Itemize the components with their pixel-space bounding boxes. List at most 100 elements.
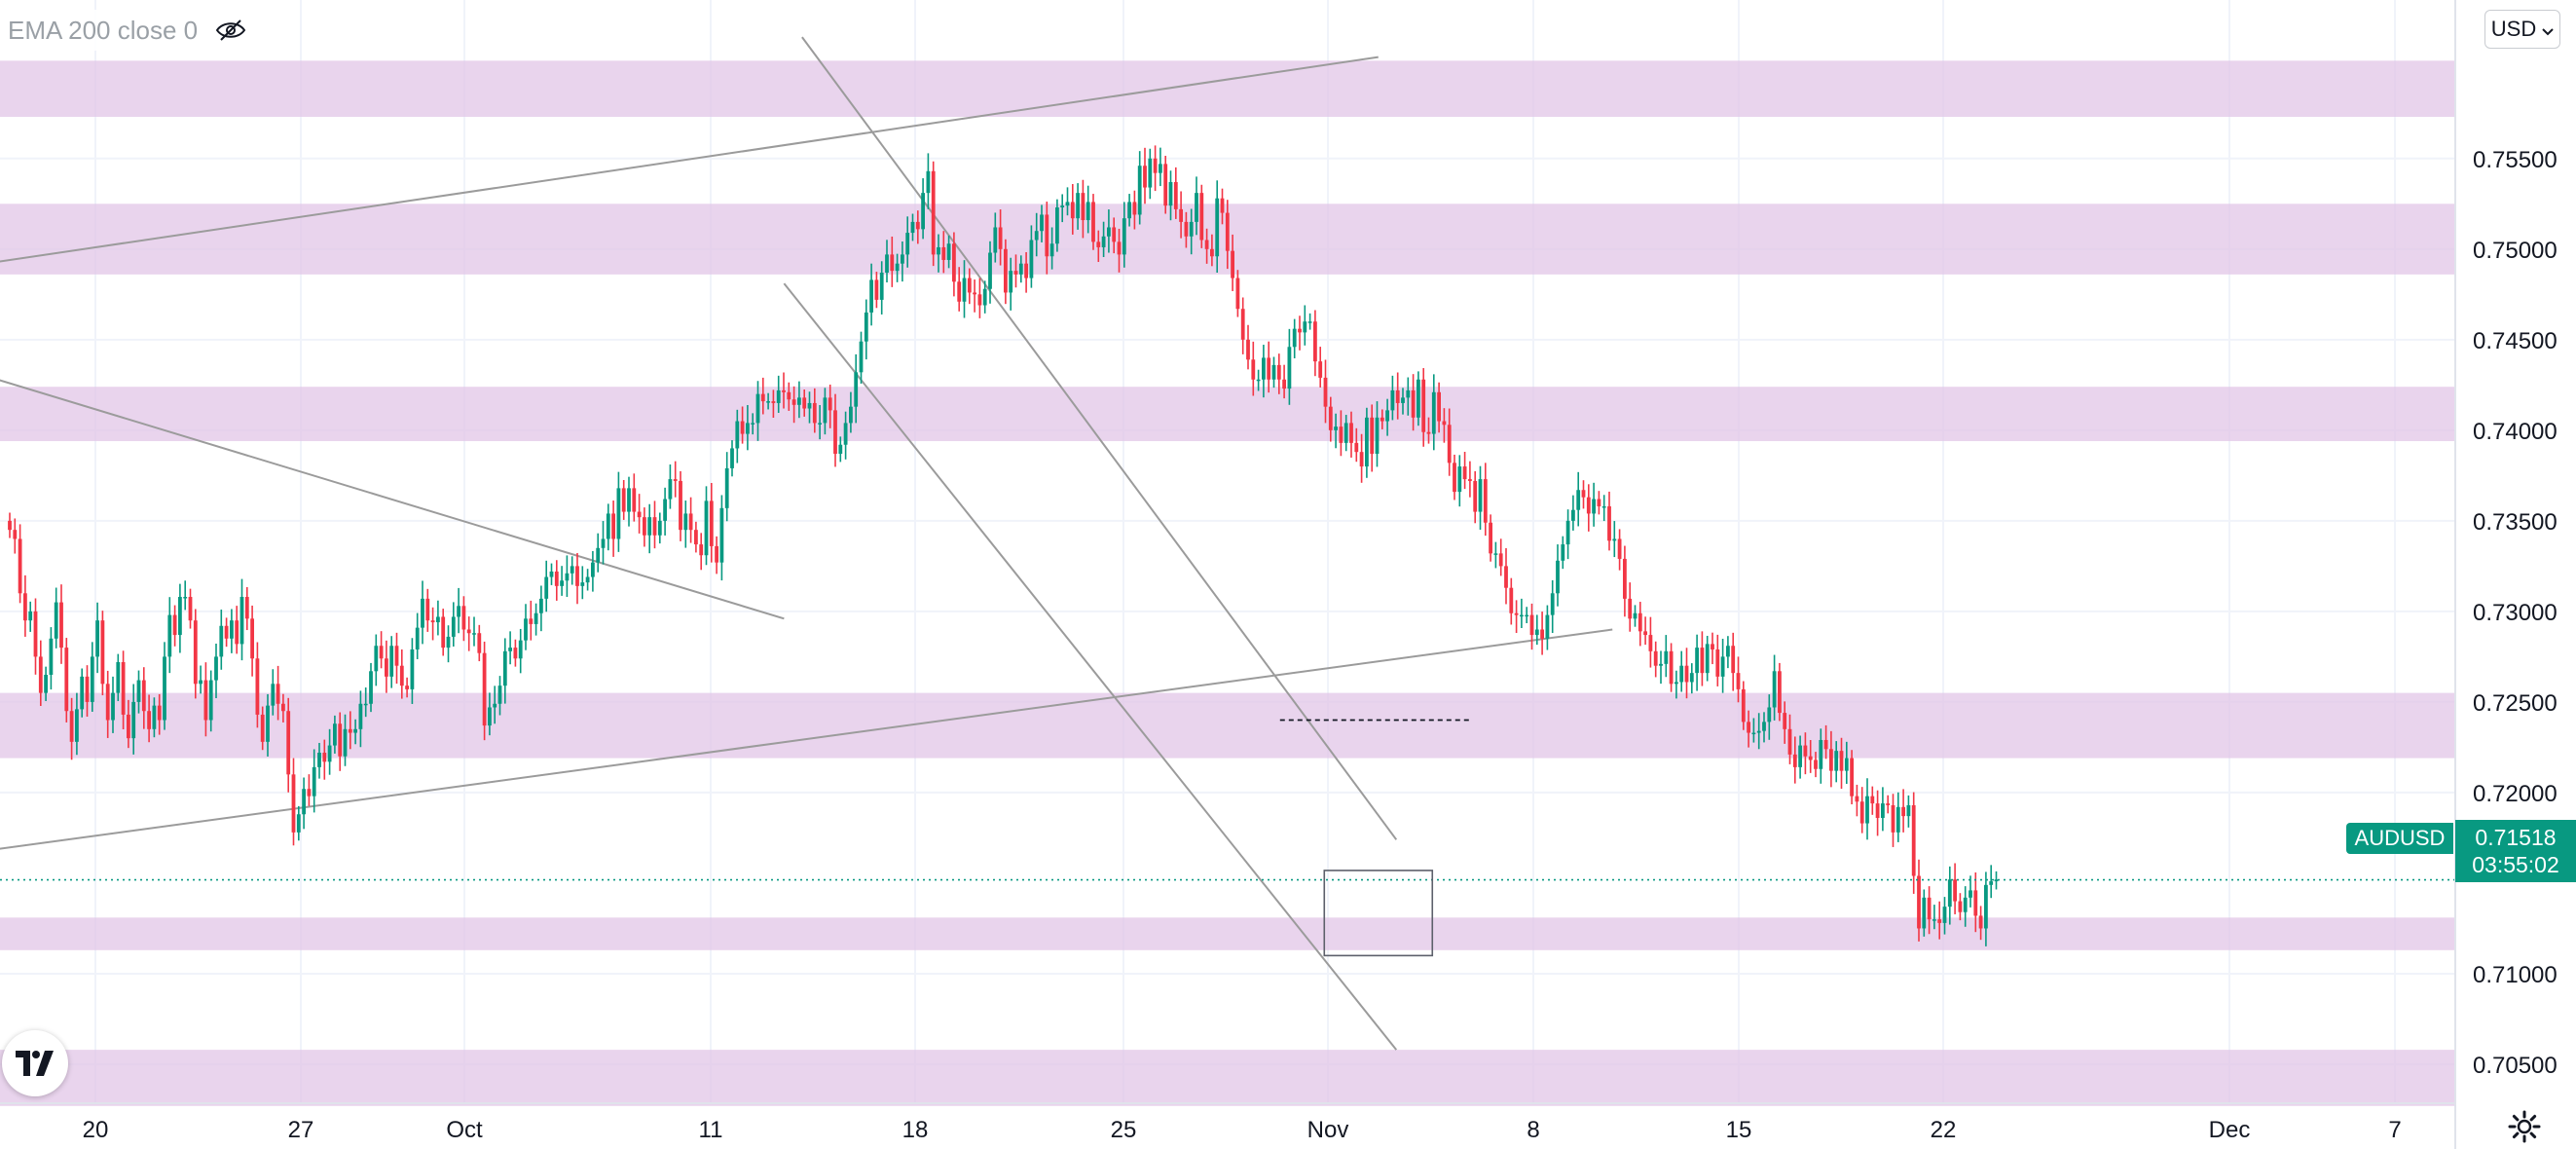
tradingview-logo[interactable] (2, 1030, 68, 1096)
candle (1695, 634, 1699, 691)
candle-body (1829, 749, 1833, 771)
candle-body (389, 646, 394, 677)
candle-body (1143, 166, 1147, 188)
candle (1489, 514, 1492, 562)
candle (1829, 730, 1833, 788)
candle (188, 588, 193, 629)
candle-body (1922, 897, 1927, 929)
candle-body (363, 703, 368, 706)
candle-body (1994, 879, 1999, 882)
candle (751, 413, 755, 435)
candle (1659, 650, 1663, 685)
time-axis-label: Oct (446, 1117, 483, 1143)
candle-body (1137, 166, 1142, 215)
time-axis[interactable]: 20 27 Oct 11 18 25 Nov 8 15 22 Dec 7 (0, 1102, 2455, 1143)
candle (1556, 544, 1560, 607)
candle (585, 569, 590, 591)
indicator-label[interactable]: EMA 200 close 0 (8, 15, 199, 45)
candle-body (1520, 614, 1524, 617)
candle-body (477, 633, 482, 653)
candle (260, 706, 265, 751)
candle (1199, 184, 1204, 248)
candle (1561, 536, 1565, 570)
candle (348, 711, 352, 750)
candle-body (415, 627, 420, 649)
candle (1137, 151, 1142, 225)
candle-body (1865, 796, 1869, 824)
candle-body (255, 658, 260, 715)
candle-body (379, 646, 384, 659)
candle-body (44, 675, 48, 693)
candle (1927, 886, 1932, 935)
indicator-legend[interactable]: EMA 200 close 0 (0, 10, 249, 51)
price-axis[interactable]: 0.75500 0.75000 0.74500 0.74000 0.73500 0.730… (2454, 0, 2558, 1149)
candle-body (430, 620, 435, 623)
candle (1339, 410, 1343, 457)
candle (1179, 191, 1183, 239)
candle-body (1947, 879, 1952, 908)
candle (1184, 211, 1189, 248)
candle (560, 566, 564, 596)
candle-body (1689, 673, 1694, 683)
candle (157, 693, 162, 735)
candle-body (1715, 649, 1720, 677)
candle (1969, 875, 1972, 908)
candle-body (1462, 466, 1467, 480)
candle (172, 605, 177, 647)
candle (1648, 616, 1653, 668)
eye-crossed-icon[interactable] (215, 19, 246, 42)
candle-body (1932, 919, 1936, 921)
time-axis-label: 25 (1111, 1117, 1137, 1143)
candle (901, 241, 904, 282)
candle (833, 393, 837, 467)
candle-body (565, 573, 570, 581)
candle-body (688, 513, 693, 531)
candle-body (203, 680, 208, 721)
candle-body (1489, 522, 1492, 554)
candle-body (394, 646, 399, 666)
candle (1298, 315, 1302, 351)
candle (167, 597, 172, 674)
candle-body (679, 480, 682, 531)
candle (1323, 359, 1328, 424)
candle (497, 676, 502, 716)
trend-lines (0, 36, 1613, 1051)
candle-body (529, 618, 534, 624)
gear-icon[interactable] (2508, 1110, 2541, 1143)
candle (869, 263, 873, 326)
candle (735, 409, 740, 463)
candle-body (1411, 389, 1416, 418)
candlestick-series (8, 145, 1999, 946)
candle-body (141, 680, 146, 712)
candle (679, 470, 682, 541)
candle (524, 604, 528, 650)
candle-body (271, 684, 276, 706)
candle-body (441, 616, 446, 649)
candle-body (1483, 479, 1488, 523)
candle (1932, 905, 1936, 930)
candle (715, 536, 718, 574)
candle-body (549, 571, 554, 577)
candle (1107, 209, 1111, 253)
candle-body (1225, 212, 1230, 251)
candle-body (178, 597, 182, 636)
candle-body (1251, 359, 1256, 380)
candle (178, 583, 182, 653)
currency-select[interactable]: USD (2484, 10, 2560, 49)
candle-body (260, 714, 265, 742)
candle (1529, 603, 1534, 650)
candle-body (890, 254, 895, 272)
candle-body (1018, 263, 1023, 275)
candle (1390, 375, 1395, 421)
candle (385, 640, 388, 693)
candle-body (1076, 193, 1080, 219)
candle (787, 382, 791, 411)
candle-body (224, 625, 229, 639)
candle-body (993, 227, 998, 253)
candle-body (1148, 158, 1153, 188)
candle (85, 665, 90, 717)
candle-body (1199, 193, 1204, 241)
candle (430, 607, 435, 641)
candle (1401, 388, 1405, 415)
